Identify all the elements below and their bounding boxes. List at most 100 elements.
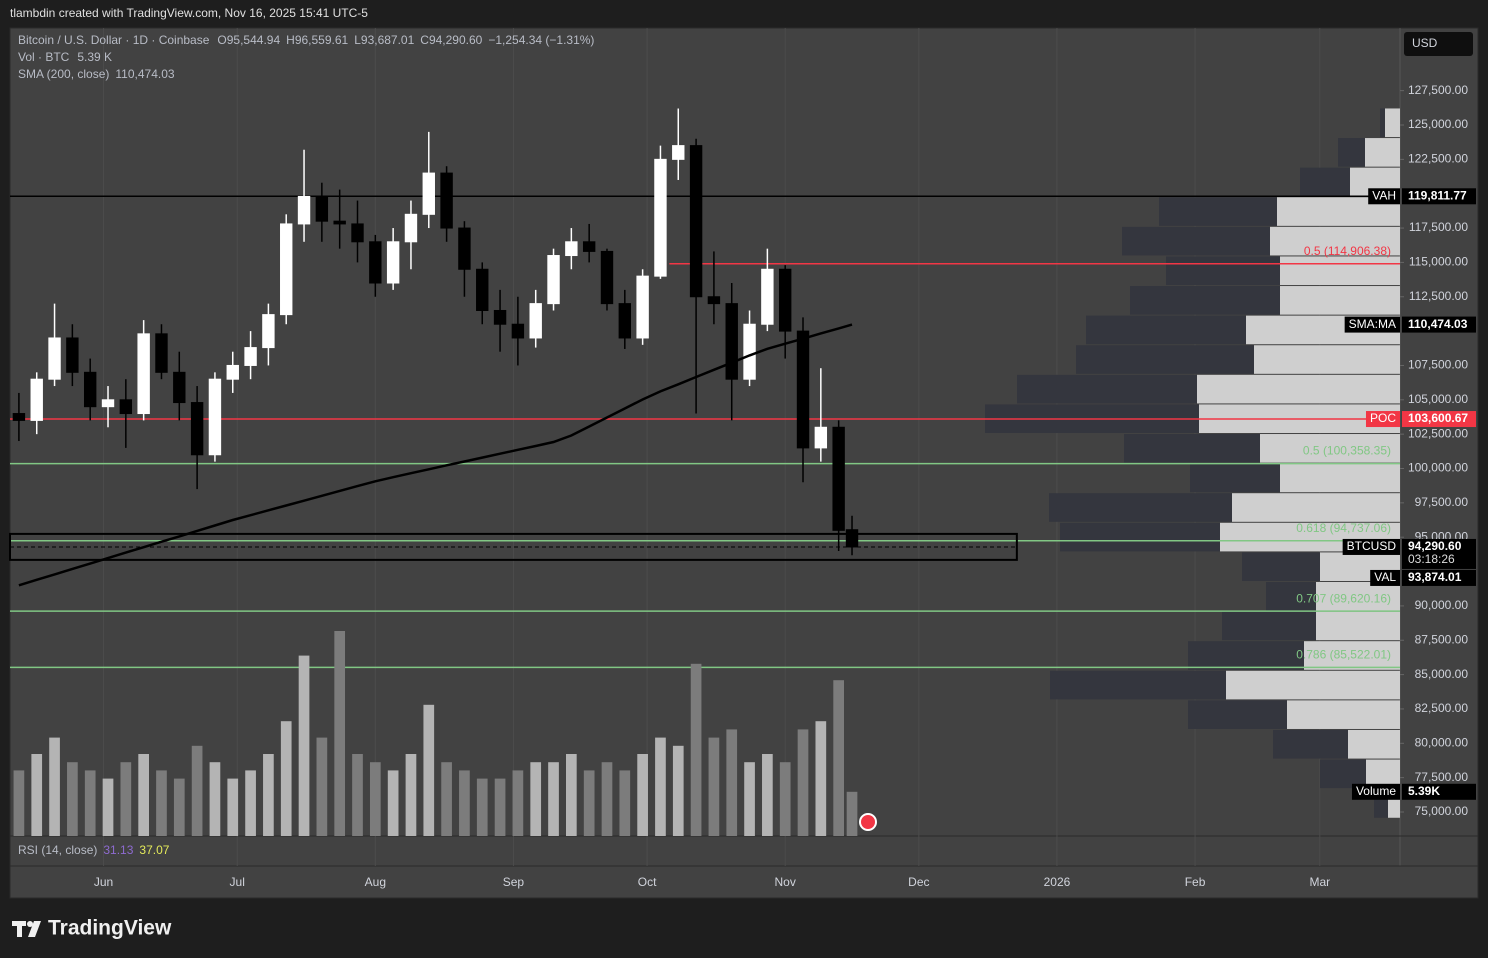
brand-name: TradingView <box>48 917 172 940</box>
candle-body <box>529 303 542 339</box>
volume-bar <box>459 770 470 836</box>
profile-down-bar <box>1130 286 1280 315</box>
y-tick-label: 87,500.00 <box>1415 632 1469 646</box>
profile-down-bar <box>1076 345 1254 374</box>
volume-bar <box>744 762 755 836</box>
profile-up-bar <box>1304 641 1400 670</box>
x-tick-label: Sep <box>503 875 525 889</box>
profile-down-bar <box>1017 374 1197 404</box>
volume-bar <box>173 778 185 836</box>
currency-label[interactable]: USD <box>1412 36 1438 50</box>
profile-down-bar <box>1190 463 1280 493</box>
price-badge <box>1402 411 1476 428</box>
price-badge-value: 5.39K <box>1408 784 1440 798</box>
volume-bar <box>352 754 363 836</box>
candle-body <box>761 268 774 325</box>
x-tick-label: Oct <box>638 875 657 889</box>
candle-body <box>725 303 738 380</box>
profile-down-bar <box>1188 641 1304 670</box>
price-badge-time: 03:18:26 <box>1408 552 1455 566</box>
price-badge-name-bg <box>1344 316 1400 333</box>
logo-mark <box>17 921 22 937</box>
profile-up-bar <box>1197 374 1400 404</box>
profile-up-bar <box>1348 729 1400 759</box>
profile-down-bar <box>1159 197 1277 226</box>
x-tick-label: Mar <box>1309 875 1330 889</box>
volume-bar <box>762 754 773 836</box>
profile-down-bar <box>1060 522 1220 552</box>
candle-body <box>137 333 150 415</box>
candle-body <box>493 309 507 325</box>
y-tick-label: 115,000.00 <box>1409 255 1468 269</box>
price-badge-name-bg <box>1368 188 1400 205</box>
volume-bar <box>530 762 542 836</box>
volume-bar <box>690 663 702 836</box>
y-tick-label: 127,500.00 <box>1408 83 1468 97</box>
candle-body <box>547 255 560 305</box>
rsi-legend: RSI (14, close) 31.13 37.07 <box>18 843 170 857</box>
volume-bar <box>49 737 60 836</box>
price-badge-name: POC <box>1370 411 1396 425</box>
profile-up-bar <box>1232 493 1400 522</box>
price-badge <box>1402 188 1476 205</box>
profile-down-bar <box>1050 670 1226 700</box>
volume-bar <box>280 721 292 836</box>
legend-volume-label: Vol · BTC <box>18 50 70 64</box>
candle-body <box>280 223 293 316</box>
candle-body <box>422 172 435 215</box>
fib-label: 0.618 (94,737.06) <box>1296 521 1391 535</box>
legend-volume-value: 5.39 K <box>77 50 112 64</box>
volume-bar <box>227 778 239 836</box>
sma-line <box>18 323 853 587</box>
volume-bar <box>601 762 613 836</box>
candle-body <box>476 268 489 311</box>
profile-down-bar <box>1086 315 1246 345</box>
event-flag[interactable] <box>859 813 877 831</box>
profile-up-bar <box>1280 256 1400 286</box>
candle-body <box>173 371 186 404</box>
volume-bar <box>476 778 488 836</box>
candle-body <box>636 275 649 339</box>
profile-down-bar <box>1049 493 1232 522</box>
y-tick-label: 105,000.00 <box>1408 392 1468 406</box>
candle-body <box>12 413 26 421</box>
volume-bar <box>619 770 631 836</box>
volume-bar <box>31 754 43 836</box>
y-tick-label: 75,000.00 <box>1415 804 1469 818</box>
candle-body <box>101 399 115 408</box>
y-tick-label: 82,500.00 <box>1415 701 1469 715</box>
y-tick-label: 90,000.00 <box>1415 598 1469 612</box>
candle-body <box>814 426 828 449</box>
candle-body <box>707 296 721 305</box>
candle-body <box>582 241 596 252</box>
candle-body <box>689 145 703 298</box>
y-tick-label: 85,000.00 <box>1415 667 1469 681</box>
profile-up-bar <box>1270 226 1400 256</box>
volume-bar <box>67 762 78 836</box>
y-tick-label: 80,000.00 <box>1415 735 1469 749</box>
price-badge-name: SMA:MA <box>1349 317 1396 331</box>
candle-body <box>333 220 346 225</box>
profile-down-bar <box>1338 138 1365 167</box>
profile-down-bar <box>1300 167 1350 197</box>
candle-body <box>66 337 79 373</box>
currency-button[interactable] <box>1404 32 1473 56</box>
candle-body <box>618 303 632 339</box>
volume-bar <box>156 770 167 836</box>
legend-key: L <box>354 33 361 47</box>
legend-symbol: Bitcoin / U.S. Dollar · 1D · Coinbase <box>18 33 210 47</box>
candle-body <box>208 378 222 456</box>
candle-body <box>244 347 257 366</box>
legend-key: C <box>420 33 429 47</box>
candle-body <box>297 195 311 225</box>
legend-sma-row: SMA (200, close) 110,474.03 <box>18 67 175 81</box>
volume-bar <box>405 754 417 836</box>
volume-bar <box>815 721 827 836</box>
x-tick-label: Dec <box>908 875 929 889</box>
candle-body <box>404 213 418 243</box>
volume-bar <box>833 680 844 836</box>
volume-bar <box>583 770 595 836</box>
price-badge-name: Volume <box>1356 784 1396 798</box>
volume-bar <box>191 745 203 836</box>
profile-down-bar <box>1320 759 1366 789</box>
